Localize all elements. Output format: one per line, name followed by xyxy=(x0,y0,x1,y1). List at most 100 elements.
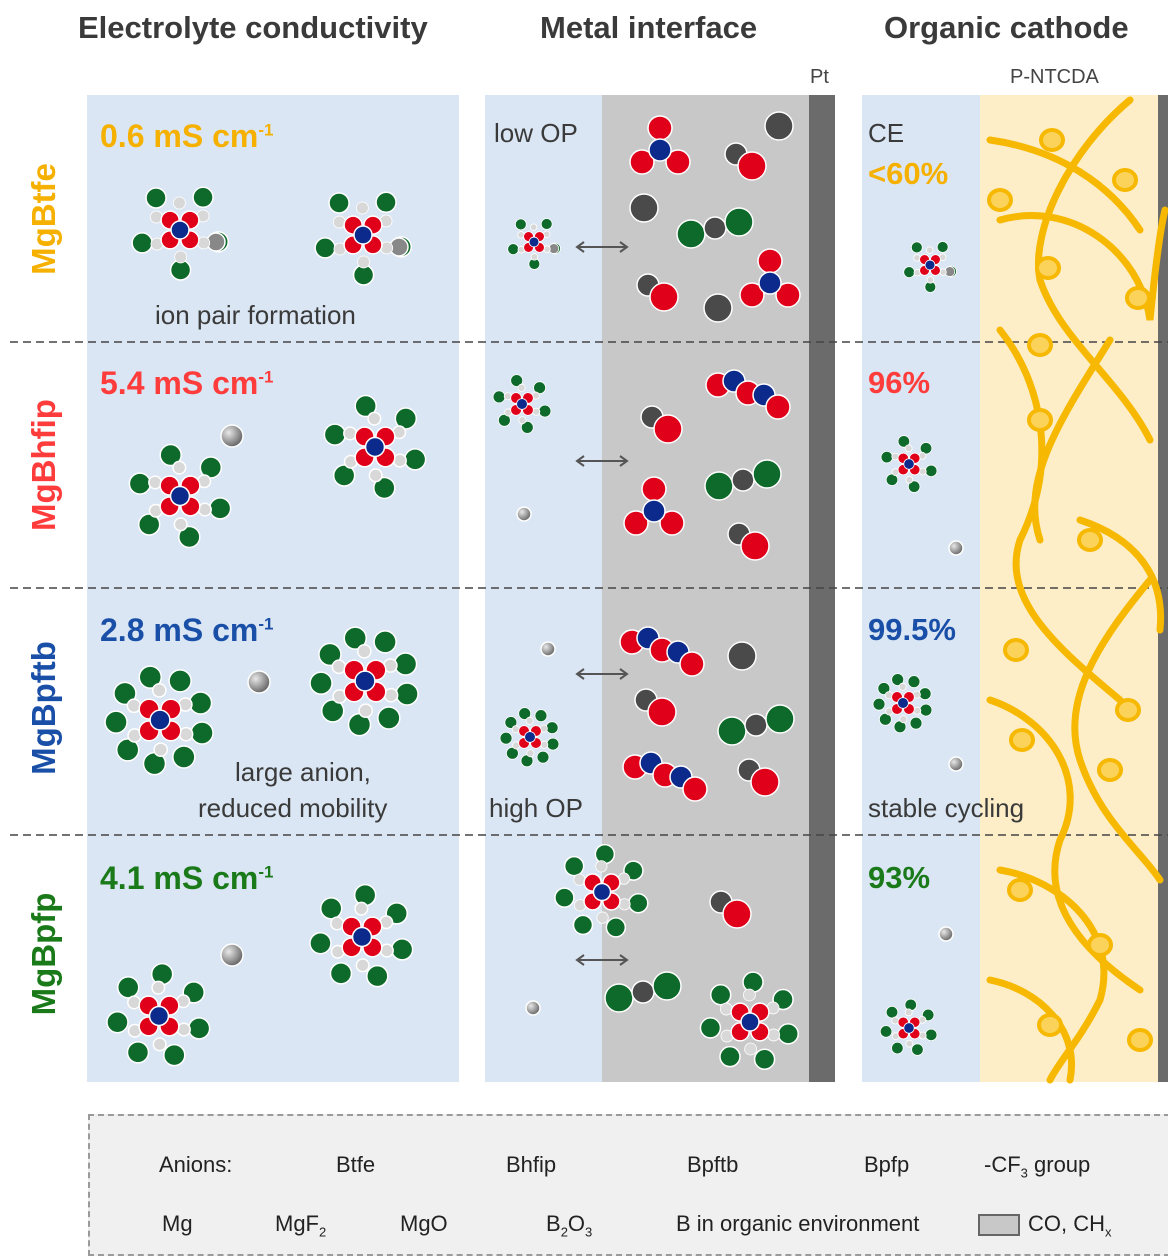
arrow-head xyxy=(619,954,629,966)
cf3-group xyxy=(554,887,575,908)
cf3-group xyxy=(106,1010,129,1034)
cf3-group xyxy=(168,669,192,693)
cf3-group xyxy=(628,892,649,914)
mgo-species xyxy=(737,758,780,797)
cf3-group xyxy=(320,699,345,723)
cf3-group xyxy=(753,1048,776,1070)
cf3-group xyxy=(878,712,892,726)
magnesium-atom xyxy=(727,641,757,671)
pendant-group xyxy=(1007,878,1033,902)
cf3-group xyxy=(903,266,916,278)
fluorine-atom xyxy=(717,716,747,746)
mgo-species xyxy=(724,142,767,181)
magnesium-atom xyxy=(703,293,733,323)
hydrogen-atom xyxy=(151,682,167,698)
mg-species xyxy=(629,193,659,223)
pendant-group xyxy=(1009,728,1035,752)
boron-atom xyxy=(351,926,373,948)
cf3-group xyxy=(520,421,534,434)
hydrogen-atom xyxy=(367,411,382,426)
boron-atom xyxy=(170,220,190,240)
cf3-group xyxy=(318,642,342,667)
cf3-group xyxy=(492,390,506,404)
cf3-group xyxy=(115,738,140,762)
fluorine-atom xyxy=(676,219,706,249)
oxygen-atom xyxy=(653,414,683,444)
cf3-group xyxy=(159,443,182,467)
b2o3-species xyxy=(619,626,705,677)
cf3-group xyxy=(880,450,894,464)
oxygen-atom xyxy=(765,394,791,420)
anion-molecule xyxy=(323,394,427,500)
pntcda-label: P-NTCDA xyxy=(1010,66,1099,88)
oxygen-atom xyxy=(682,776,708,802)
cf3-group xyxy=(510,374,524,387)
header-metal-interface: Metal interface xyxy=(540,10,758,45)
oxygen-atom xyxy=(623,510,649,536)
anion-molecule xyxy=(880,435,938,493)
pendant-group xyxy=(1127,1028,1153,1052)
cf3-group xyxy=(536,750,550,764)
cf3-group xyxy=(545,721,559,735)
cf3-group xyxy=(777,1023,799,1045)
cf3-group xyxy=(891,673,905,686)
legend-bhfip: Bhfip xyxy=(506,1152,557,1177)
magnesium-atom xyxy=(764,111,794,141)
hydrogen-atom xyxy=(172,460,187,475)
hydrogen-atom xyxy=(899,715,908,724)
anion-molecule xyxy=(492,374,552,434)
anion-molecule xyxy=(554,843,649,938)
cf3-group xyxy=(907,480,921,493)
ce-label: CE xyxy=(868,118,905,148)
pendant-group xyxy=(1097,758,1123,782)
mgo-species xyxy=(709,890,752,929)
oxygen-atom xyxy=(659,510,685,536)
hydrogen-atom xyxy=(357,255,371,269)
boron-atom xyxy=(364,436,386,458)
cf3-group xyxy=(395,682,419,706)
anion-molecule xyxy=(879,998,938,1056)
mg-atom xyxy=(948,540,964,556)
pendant-group xyxy=(1039,128,1065,152)
oxygen-atom xyxy=(647,697,677,727)
hydrogen-atom xyxy=(905,475,914,484)
legend-co-swatch xyxy=(978,1214,1020,1236)
pendant-group xyxy=(1035,256,1061,280)
oxygen-atom xyxy=(739,282,765,308)
boron-atom xyxy=(758,271,782,295)
mg-atom xyxy=(247,670,271,694)
ce-mgbpfp: 93% xyxy=(868,860,931,895)
magnesium-atom xyxy=(731,468,755,492)
magnesium-atom xyxy=(220,424,244,448)
cf3-group xyxy=(104,710,128,734)
fluorine-atom xyxy=(652,971,682,1001)
cf3-group xyxy=(332,464,356,487)
legend-bpfp: Bpfp xyxy=(864,1152,910,1177)
cf3-group xyxy=(328,192,350,214)
cf3-group xyxy=(163,1043,186,1067)
cf3-group xyxy=(390,938,414,961)
boron-atom xyxy=(924,259,936,271)
mgf2-species xyxy=(717,704,795,746)
oxygen-atom xyxy=(722,899,752,929)
cf3-group xyxy=(319,897,343,920)
cf3-group xyxy=(879,1025,893,1038)
cf3-group xyxy=(178,525,201,549)
arrow-head xyxy=(575,668,585,680)
cf3-group xyxy=(199,456,223,479)
magnesium-atom xyxy=(631,980,655,1004)
mgo-species xyxy=(636,273,679,312)
boron-atom xyxy=(592,882,612,902)
exchange-arrows xyxy=(575,241,629,966)
mg-species xyxy=(703,293,733,323)
hydrogen-atom xyxy=(172,196,186,210)
hydrogen-atom xyxy=(356,643,372,659)
legend-co-chx: CO, CHx xyxy=(1028,1211,1112,1240)
magnesium-atom xyxy=(629,193,659,223)
boron-atom xyxy=(648,138,672,162)
cf3-group xyxy=(354,394,377,418)
hydrogen-atom xyxy=(905,1039,914,1048)
arrow-head xyxy=(619,241,629,253)
boron-atom xyxy=(353,225,373,245)
